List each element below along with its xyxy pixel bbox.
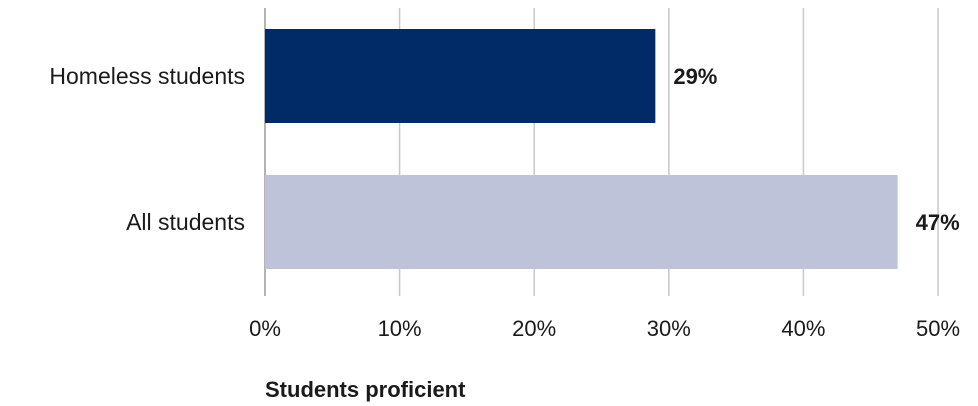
x-tick-label: 40%	[781, 316, 825, 341]
data-label: 47%	[916, 210, 960, 235]
x-tick-labels: 0% 10% 20% 30% 40% 50%	[249, 316, 960, 341]
category-label: All students	[126, 209, 245, 235]
x-tick-label: 10%	[378, 316, 422, 341]
category-label: Homeless students	[49, 63, 245, 89]
x-axis-title: Students proficient	[265, 377, 466, 402]
bars	[265, 29, 898, 269]
x-tick-label: 0%	[249, 316, 281, 341]
bar-all-students	[265, 175, 898, 269]
x-tick-label: 50%	[916, 316, 960, 341]
category-labels: Homeless students All students	[49, 63, 245, 235]
data-labels: 29% 47%	[673, 64, 959, 235]
x-tick-label: 30%	[647, 316, 691, 341]
data-label: 29%	[673, 64, 717, 89]
bar-homeless-students	[265, 29, 656, 123]
x-tick-label: 20%	[512, 316, 556, 341]
